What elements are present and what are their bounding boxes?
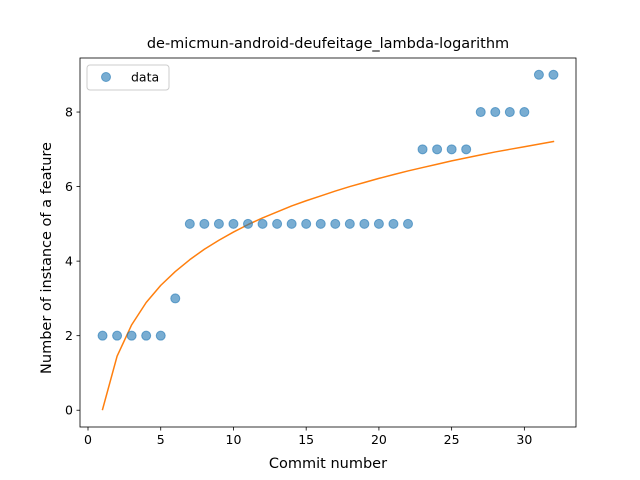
data-point [286,218,297,229]
data-point [548,69,559,80]
x-tick-label: 15 [298,432,314,447]
data-point [461,144,472,155]
data-point [243,218,253,229]
data-point [141,330,152,341]
data-point [344,218,355,229]
data-point [126,330,137,341]
data-point [359,218,370,229]
data-point [403,218,413,229]
y-tick-label: 2 [65,328,73,343]
data-point [475,107,486,118]
data-point [257,218,268,229]
plot-area [97,69,559,411]
data-point [301,218,312,229]
legend: data [86,64,170,91]
data-point [504,107,515,118]
legend-marker [101,72,111,82]
data-point [112,330,123,341]
x-tick-label: 10 [226,432,242,447]
x-tick-label: 30 [516,432,532,447]
x-tick-label: 5 [157,432,165,447]
data-point [330,218,341,229]
data-point [184,218,195,229]
y-tick-label: 8 [65,105,73,120]
data-point [199,218,210,229]
axes: 0 5 10 15 20 25 30 0 2 4 6 8 [65,57,577,447]
legend-label: data [131,70,159,85]
chart-title: de-micmun-android-deufeitage_lambda-loga… [147,36,509,52]
data-point [228,218,239,229]
data-point [272,218,283,229]
fit-line [101,140,555,411]
data-point [388,218,399,229]
data-point [432,144,443,155]
data-point [170,293,181,304]
x-tick-label: 20 [371,432,387,447]
data-point [446,144,457,155]
x-axis-label: Commit number [269,456,387,472]
axes-frame [79,57,577,428]
data-point [97,330,108,341]
legend-frame [86,64,170,91]
y-tick-label: 6 [65,179,73,194]
data-point [213,218,224,229]
y-tick-label: 0 [65,403,73,418]
data-point [315,218,326,229]
data-point [373,218,384,229]
y-tick-label: 4 [65,254,73,269]
data-point [519,107,530,118]
y-axis-label: Number of instance of a feature [39,142,55,374]
data-point [490,107,501,118]
x-tick-label: 25 [444,432,460,447]
x-tick-label: 0 [84,432,92,447]
data-point [155,330,166,341]
data-point [417,144,428,155]
data-point [533,69,544,80]
